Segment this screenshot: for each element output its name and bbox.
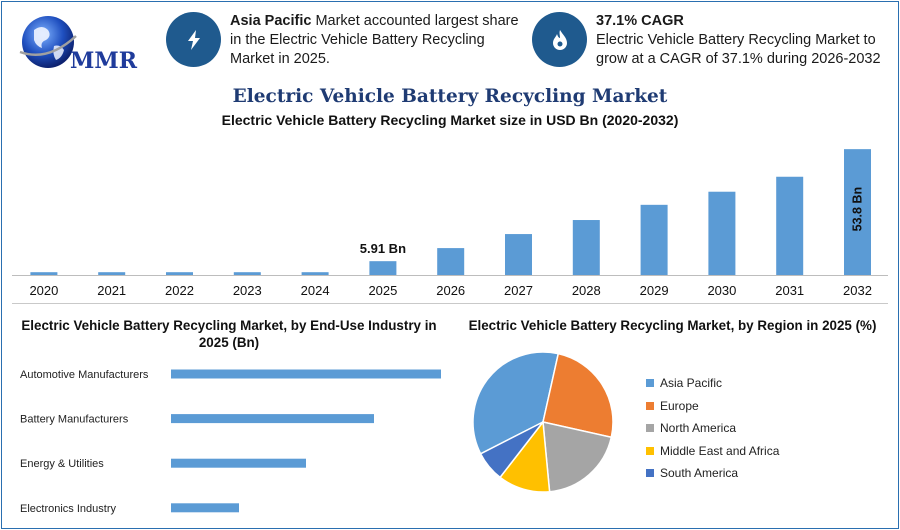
info-cagr: 37.1% CAGR Electric Vehicle Battery Recyc… [532, 12, 892, 69]
tick-label-2022: 2022 [165, 283, 194, 298]
section-divider [12, 303, 888, 304]
globe-icon [22, 16, 74, 68]
category-label-energy-utilities: Energy & Utilities [20, 458, 104, 470]
legend-swatch [646, 379, 654, 388]
hbar-electronics-industry [171, 503, 239, 513]
bar-2022 [166, 272, 193, 275]
tick-label-2024: 2024 [301, 283, 330, 298]
chart-subtitle: Electric Vehicle Battery Recycling Marke… [221, 112, 679, 128]
bar-2026 [437, 248, 465, 275]
bar-2021 [98, 272, 126, 275]
bar-2030 [708, 191, 736, 275]
pie-slice-north-america [542, 421, 613, 493]
bar-2032 [844, 149, 871, 275]
tick-label-2023: 2023 [233, 283, 262, 298]
legend-item: South America [646, 462, 779, 485]
hbar-battery-manufacturers [171, 414, 374, 424]
data-label-2025: 5.91 Bn [360, 241, 406, 256]
legend-label: North America [660, 421, 737, 436]
legend-label: Europe [660, 398, 699, 413]
category-label-automotive-manufacturers: Automotive Manufacturers [20, 369, 149, 381]
hbar-energy-utilities [171, 458, 306, 468]
pie-slice-europe [542, 352, 614, 439]
end-use-chart-title: Electric Vehicle Battery Recycling Marke… [21, 318, 437, 350]
pie-slice-south-america [479, 421, 544, 479]
legend-swatch [646, 424, 654, 433]
svg-text:MMR: MMR [70, 48, 138, 74]
legend-item: North America [646, 417, 779, 440]
tick-label-2028: 2028 [572, 283, 601, 298]
bar-2027 [505, 234, 532, 275]
legend-label: South America [660, 466, 739, 481]
category-label-battery-manufacturers: Battery Manufacturers [20, 414, 129, 426]
lightning-bolt-icon [166, 12, 221, 67]
market-size-bar-chart: 2020 2021 2022 2023 2024 2025 5.91 Bn 2026 2027 2… [12, 149, 888, 298]
tick-label-2025: 2025 [368, 283, 397, 298]
bar-2025 [369, 261, 397, 275]
tick-label-2026: 2026 [436, 283, 465, 298]
category-label-electronics-industry: Electronics Industry [20, 503, 116, 515]
info1-text: Market accounted largest share in the El… [230, 13, 519, 67]
legend-label: Middle East and Africa [660, 443, 780, 458]
tick-label-2031: 2031 [775, 283, 804, 298]
tick-label-2020: 2020 [29, 283, 58, 298]
tick-label-2029: 2029 [640, 283, 669, 298]
info-asia-pacific: Asia Pacific Market accounted largest sh… [166, 12, 526, 69]
bar-2023 [233, 272, 261, 275]
tick-label-2021: 2021 [97, 283, 126, 298]
legend-swatch [646, 469, 654, 478]
tick-label-2027: 2027 [504, 283, 533, 298]
bar-2024 [301, 272, 329, 275]
info1-bold: Asia Pacific [230, 13, 312, 29]
end-use-bar-chart: Automotive Manufacturers Battery Manufact… [20, 369, 441, 515]
data-label-2032: 53.8 Bn [851, 187, 865, 231]
legend-swatch [646, 401, 654, 410]
legend-swatch [646, 446, 654, 455]
hbar-automotive-manufacturers [171, 369, 441, 379]
chart-title: Electric Vehicle Battery Recycling Marke… [232, 86, 668, 107]
info2-text: Electric Vehicle Battery Recycling Marke… [596, 32, 881, 67]
info2-bold: 37.1% CAGR [596, 13, 684, 29]
flame-drop-icon [532, 12, 587, 67]
bar-2029 [640, 204, 668, 275]
region-legend: Asia Pacific Europe North America Middle Ea… [646, 372, 779, 485]
bar-2031 [776, 176, 804, 275]
bar-2020 [30, 272, 58, 275]
tick-label-2032: 2032 [843, 283, 872, 298]
legend-item: Europe [646, 395, 779, 418]
region-pie-chart [472, 351, 614, 493]
bar-2028 [572, 220, 600, 275]
mmr-logo: MMR [14, 12, 144, 78]
legend-item: Middle East and Africa [646, 440, 779, 463]
legend-label: Asia Pacific [660, 376, 723, 391]
region-chart-title: Electric Vehicle Battery Recycling Marke… [468, 318, 877, 333]
pie-slice-asia-pacific [472, 351, 560, 455]
legend-item: Asia Pacific [646, 372, 779, 395]
tick-label-2030: 2030 [707, 283, 736, 298]
